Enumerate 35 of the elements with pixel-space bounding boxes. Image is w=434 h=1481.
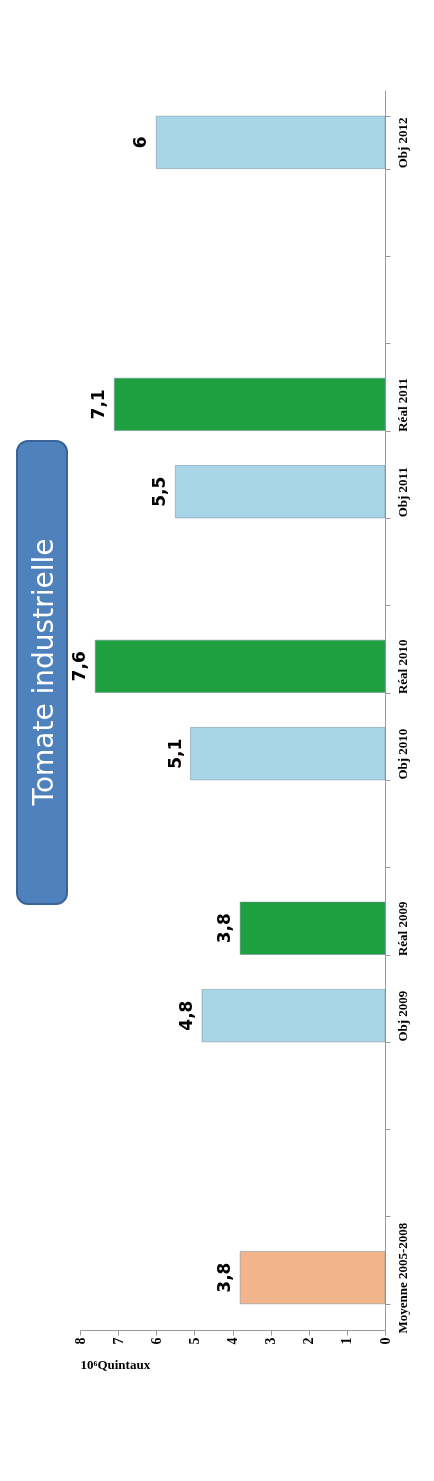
y-tick-label: Moyenne 2005-2008 <box>394 1222 410 1334</box>
y-tick-label: Réal 2009 <box>394 901 410 957</box>
bar <box>114 377 386 431</box>
y-tick-label: Obj 2009 <box>394 990 410 1042</box>
x-tick-label: 3 <box>263 1337 279 1345</box>
text: Tomate industrielle <box>26 538 59 806</box>
bar <box>95 639 386 693</box>
x-tick-label: 5 <box>186 1337 202 1345</box>
bar <box>190 727 386 781</box>
x-tick-label: 2 <box>301 1337 317 1345</box>
x-tick-label: 1 <box>339 1337 355 1345</box>
data-label: 4,8 <box>176 1000 196 1031</box>
bar <box>239 1251 386 1305</box>
bar <box>201 989 386 1043</box>
x-tick-label: 7 <box>110 1337 126 1345</box>
data-label: 5,1 <box>164 738 185 769</box>
x-tick-label: 4 <box>225 1337 240 1345</box>
data-label: 6 <box>130 136 151 149</box>
x-tick-label: 6 <box>148 1337 164 1345</box>
bar <box>175 465 386 519</box>
y-tick-label: Obj 2010 <box>394 728 410 780</box>
data-label: 5,5 <box>149 476 170 507</box>
bar <box>239 901 386 955</box>
x-tick-label: 8 <box>72 1337 88 1345</box>
y-tick-label: Réal 2011 <box>394 377 410 432</box>
data-label: 3,8 <box>214 1262 235 1293</box>
data-label: 7,6 <box>69 651 90 682</box>
y-tick-label: Réal 2010 <box>394 639 410 695</box>
data-label: 3,8 <box>214 913 235 944</box>
y-tick-label: Obj 2012 <box>394 117 410 169</box>
bar <box>156 115 386 169</box>
data-label: 7,1 <box>88 389 109 420</box>
x-tick-label: 0 <box>377 1337 393 1345</box>
y-tick-label: Obj 2011 <box>394 467 410 518</box>
x-axis-title: 10⁶Quintaux <box>80 1356 151 1372</box>
